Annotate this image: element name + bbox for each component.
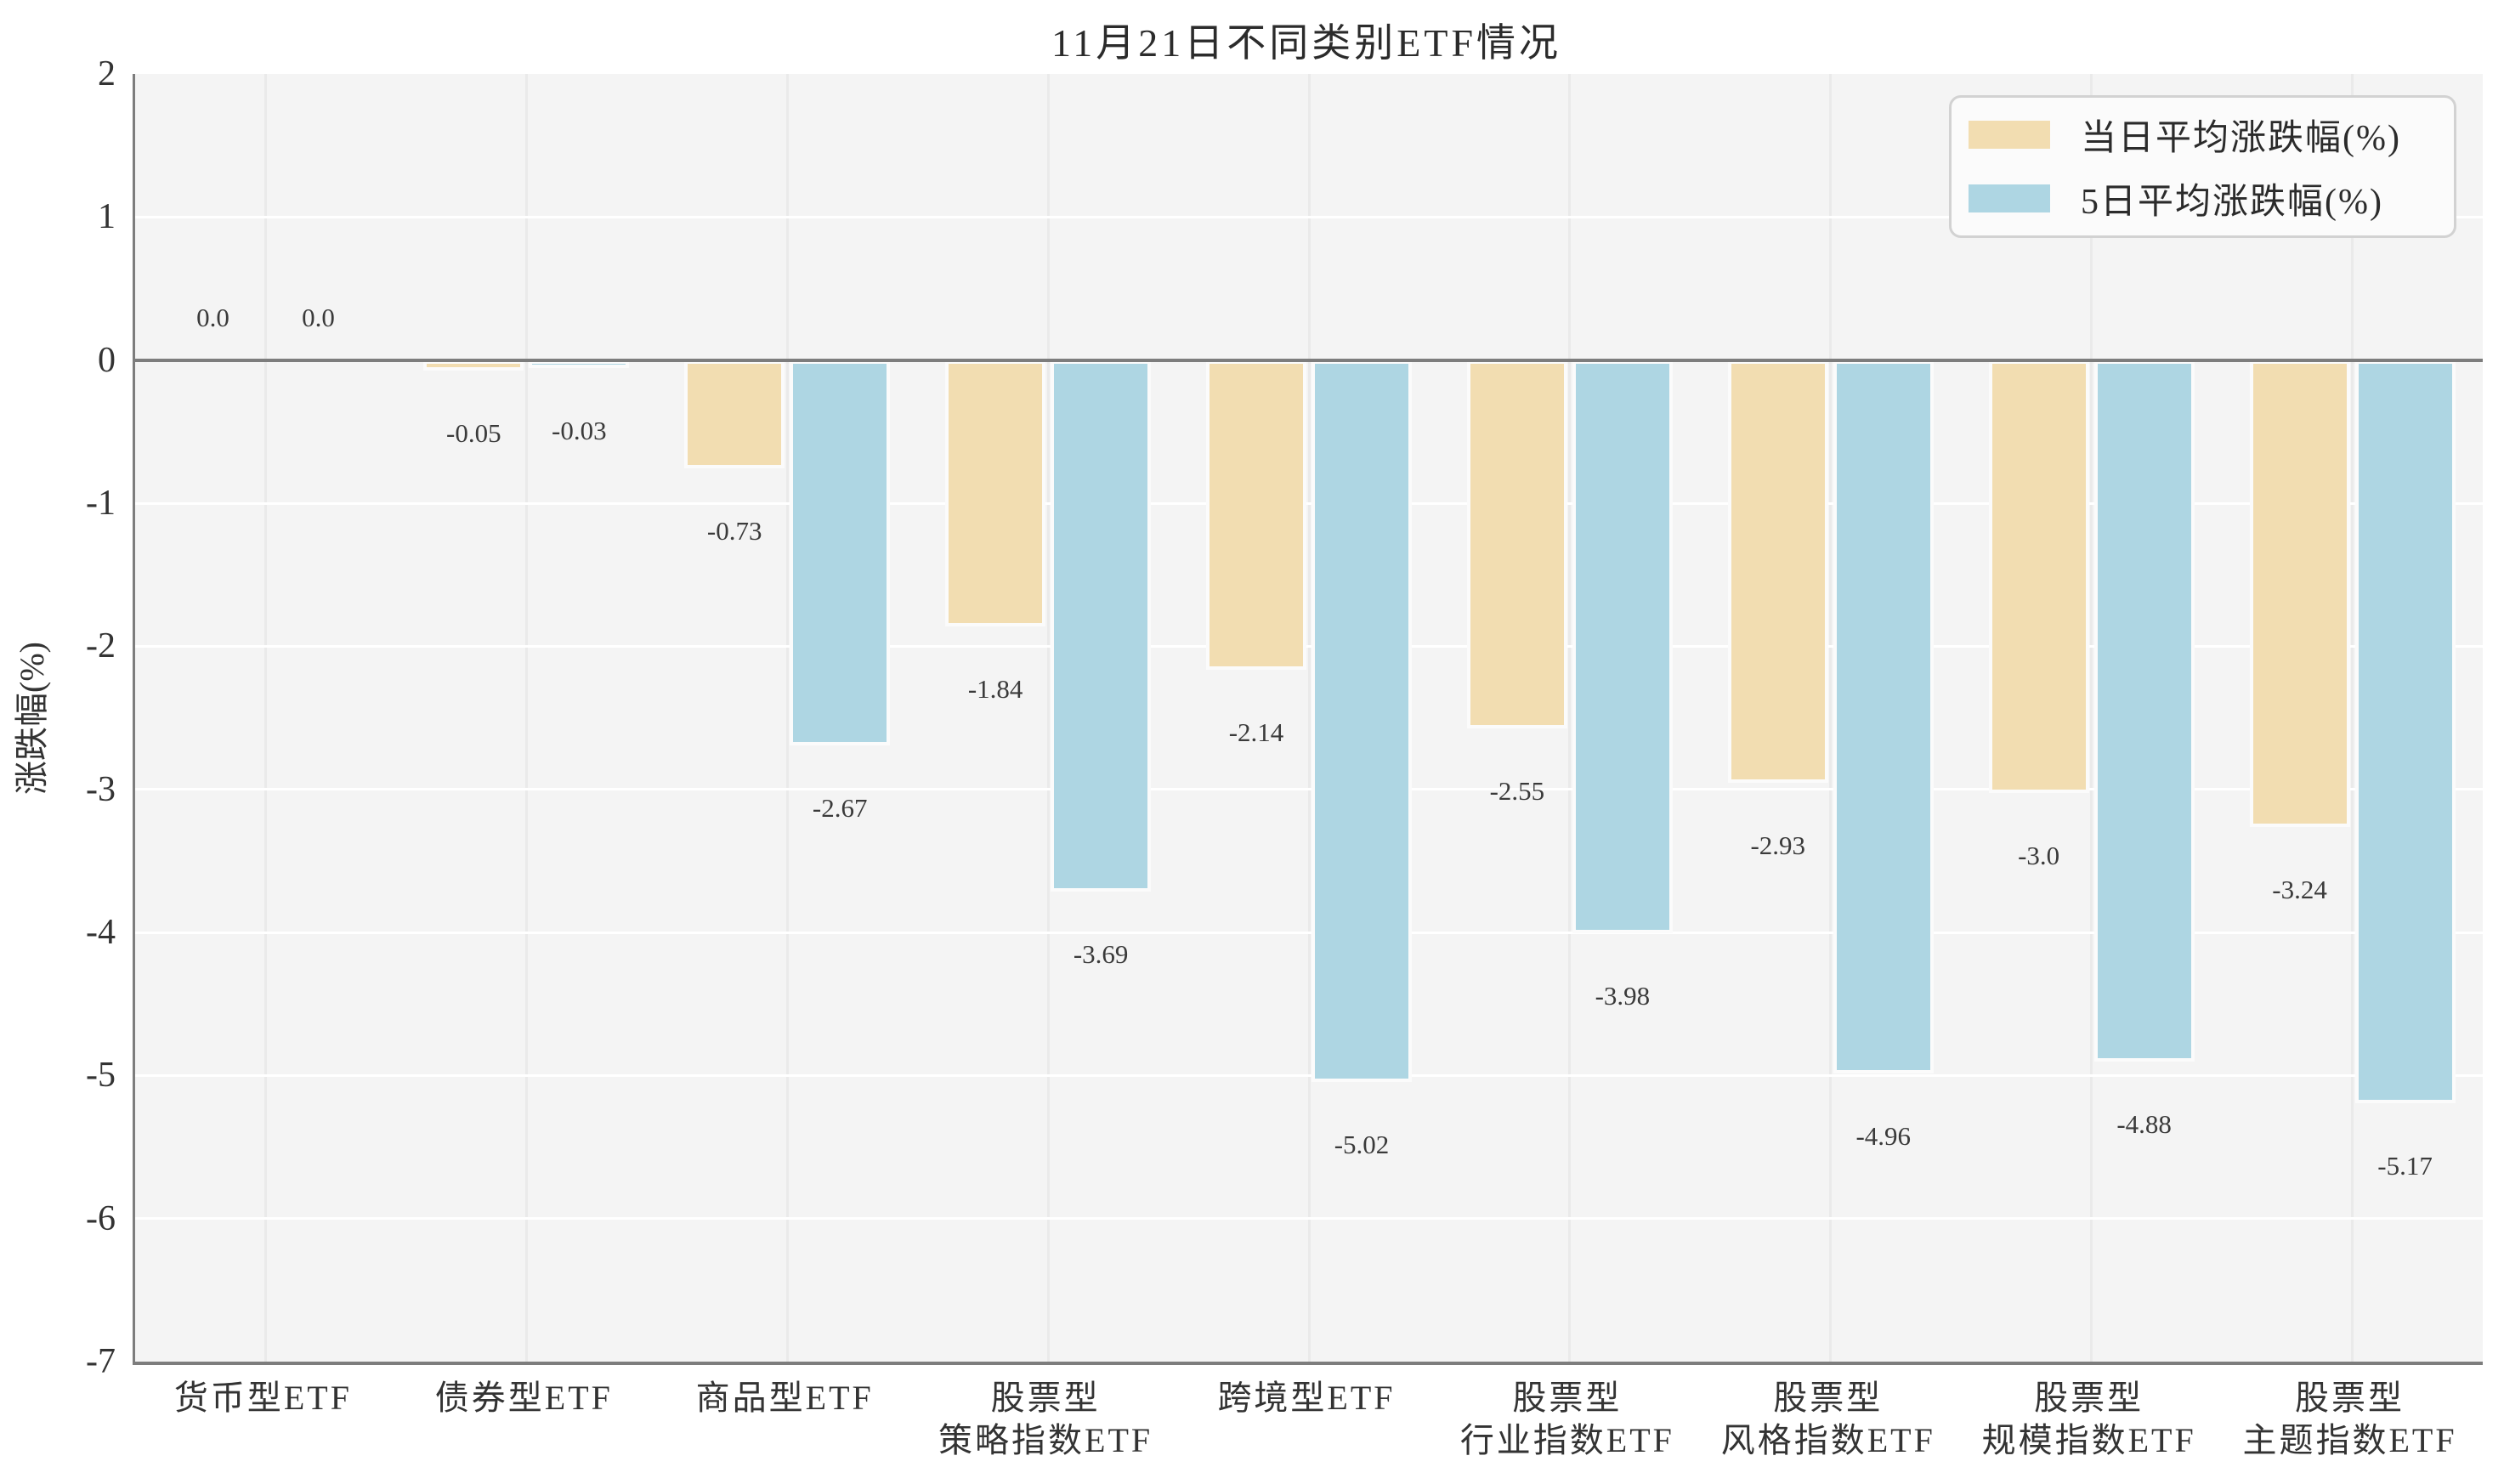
plot-area: 0.0 -0.05 -0.73 -1.84 -2.14 -2.55 -2.93 -3.0 -3.…: [133, 74, 2483, 1365]
v-gridline: [2090, 74, 2093, 1362]
bar-5day: [1051, 360, 1152, 892]
bar-daily: [1988, 360, 2089, 793]
x-tick-label: 商品型ETF: [695, 1379, 874, 1417]
x-tick-label: 股票型 风格指数ETF: [1720, 1379, 1935, 1459]
v-gridline: [524, 74, 528, 1362]
bar-5day: [529, 360, 630, 368]
x-tick-label: 货币型ETF: [173, 1379, 352, 1417]
v-gridline: [785, 74, 789, 1362]
bar-value-label: -5.17: [2377, 1150, 2433, 1181]
v-gridline: [1046, 74, 1050, 1362]
y-axis-label: 涨跌幅(%): [13, 642, 51, 795]
bar-value-label: -0.03: [552, 415, 607, 445]
h-gridline: [135, 215, 2483, 218]
y-tick-label: -4: [86, 913, 116, 952]
bar-value-label: 0.0: [302, 302, 335, 332]
legend-item-5day: 5日平均涨跌幅(%): [1969, 173, 2454, 224]
legend-label-5day: 5日平均涨跌幅(%): [2081, 183, 2383, 222]
y-tick-label: -6: [86, 1198, 116, 1238]
bar-value-label: -0.05: [446, 418, 501, 449]
v-gridline: [1829, 74, 1833, 1362]
legend: 当日平均涨跌幅(%) 5日平均涨跌幅(%): [1949, 95, 2456, 238]
bar-value-label: -3.98: [1595, 980, 1651, 1011]
chart-title: 11月21日不同类别ETF情况: [1051, 21, 1562, 65]
bar-5day: [790, 360, 891, 746]
legend-swatch-daily: [1969, 121, 2050, 149]
bar-5day: [2093, 360, 2195, 1062]
bar-value-label: -2.67: [812, 793, 868, 824]
bar-value-label: -0.73: [706, 515, 762, 546]
v-gridline: [1307, 74, 1311, 1362]
x-tick-label: 股票型 行业指数ETF: [1459, 1379, 1674, 1459]
bar-value-label: -4.96: [1855, 1120, 1912, 1151]
v-gridline: [263, 74, 267, 1362]
x-tick-label: 股票型 策略指数ETF: [938, 1379, 1153, 1459]
bar-value-label: -3.0: [2018, 840, 2060, 870]
bar-daily: [1206, 360, 1306, 670]
x-tick-label: 债券型ETF: [434, 1379, 613, 1417]
bar-value-label: -2.14: [1228, 717, 1284, 747]
h-gridline: [135, 501, 2483, 505]
h-gridline: [135, 1073, 2483, 1077]
y-tick-label: -7: [86, 1342, 116, 1381]
x-tick-label: 股票型 主题指数ETF: [2242, 1379, 2457, 1459]
h-gridline: [135, 644, 2483, 648]
bar-value-label: -2.55: [1489, 775, 1545, 806]
legend-item-daily: 当日平均涨跌幅(%): [1969, 109, 2454, 161]
h-gridline: [135, 931, 2483, 934]
bar-daily: [1727, 360, 1828, 783]
x-tick-label: 股票型 规模指数ETF: [1981, 1379, 2196, 1459]
y-tick-label: -2: [86, 626, 116, 666]
bar-5day: [1572, 360, 1673, 933]
y-tick-label: -1: [86, 484, 116, 523]
bar-daily: [2249, 360, 2350, 828]
bar-value-label: -5.02: [1334, 1129, 1390, 1159]
legend-swatch-5day: [1969, 184, 2050, 212]
legend-label-daily: 当日平均涨跌幅(%): [2081, 119, 2401, 158]
y-tick-label: 0: [98, 340, 116, 380]
bar-5day: [1833, 360, 1934, 1073]
bar-5day: [2354, 360, 2456, 1103]
bar-value-label: 0.0: [196, 302, 229, 332]
bar-daily: [684, 360, 785, 468]
bar-daily: [1466, 360, 1567, 728]
y-tick-label: -5: [86, 1056, 116, 1096]
bar-daily: [423, 360, 524, 371]
v-gridline: [2351, 74, 2354, 1362]
x-tick-label: 跨境型ETF: [1217, 1379, 1396, 1417]
h-gridline: [135, 1217, 2483, 1221]
v-gridline: [1568, 74, 1572, 1362]
y-tick-label: -3: [86, 769, 116, 809]
y-tick-label: 2: [98, 54, 116, 93]
y-tick-label: 1: [98, 197, 116, 237]
bar-value-label: -3.24: [2272, 875, 2327, 905]
bar-value-label: -2.93: [1750, 830, 1806, 860]
bar-5day: [1311, 360, 1412, 1082]
h-gridline: [135, 788, 2483, 791]
bar-value-label: -1.84: [967, 674, 1023, 705]
zero-line: [135, 358, 2483, 362]
bar-daily: [945, 360, 1046, 627]
bar-value-label: -3.69: [1073, 938, 1129, 969]
bar-value-label: -4.88: [2116, 1109, 2172, 1140]
